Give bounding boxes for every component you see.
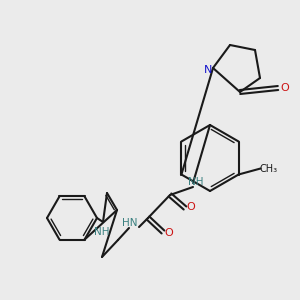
Text: O: O: [165, 228, 173, 238]
Text: NH: NH: [94, 227, 110, 237]
Text: N: N: [204, 65, 212, 75]
Text: CH₃: CH₃: [260, 164, 278, 173]
Text: O: O: [280, 83, 290, 93]
Text: HN: HN: [122, 218, 138, 228]
Text: O: O: [187, 202, 195, 212]
Text: NH: NH: [188, 177, 204, 187]
